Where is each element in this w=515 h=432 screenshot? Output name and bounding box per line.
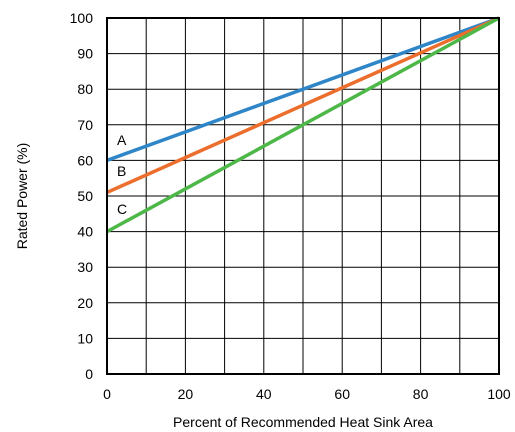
grid xyxy=(107,18,499,374)
y-tick-label: 80 xyxy=(77,81,93,97)
x-tick-label: 20 xyxy=(178,386,194,402)
y-tick-label: 50 xyxy=(77,188,93,204)
y-tick-label: 40 xyxy=(77,224,93,240)
x-axis-label: Percent of Recommended Heat Sink Area xyxy=(173,414,433,430)
x-tick-labels: 0 20 40 60 80 100 xyxy=(103,386,511,402)
x-tick-label: 60 xyxy=(334,386,350,402)
plot-frame xyxy=(106,17,500,375)
series-line-a xyxy=(106,16,500,163)
x-tick-label: 80 xyxy=(413,386,429,402)
y-tick-labels: 0 10 20 30 40 50 60 70 80 90 100 xyxy=(70,10,94,382)
y-tick-label: 20 xyxy=(77,295,93,311)
y-tick-label: 100 xyxy=(70,10,94,26)
y-tick-label: 60 xyxy=(77,152,93,168)
series-label-c: C xyxy=(117,201,127,217)
series-label-a: A xyxy=(117,132,127,148)
y-axis-label: Rated Power (%) xyxy=(14,143,30,250)
y-tick-label: 30 xyxy=(77,259,93,275)
x-tick-label: 0 xyxy=(103,386,111,402)
series-line-c xyxy=(106,16,500,234)
x-tick-label: 40 xyxy=(256,386,272,402)
y-tick-label: 90 xyxy=(77,46,93,62)
series-labels: AB C xyxy=(117,132,127,217)
x-tick-label: 100 xyxy=(487,386,511,402)
y-tick-label: 10 xyxy=(77,330,93,346)
y-tick-label: 70 xyxy=(77,117,93,133)
y-tick-label: 0 xyxy=(85,366,93,382)
series-line-b xyxy=(106,16,500,195)
series-label-b: B xyxy=(117,163,126,179)
series-lines xyxy=(106,16,500,234)
